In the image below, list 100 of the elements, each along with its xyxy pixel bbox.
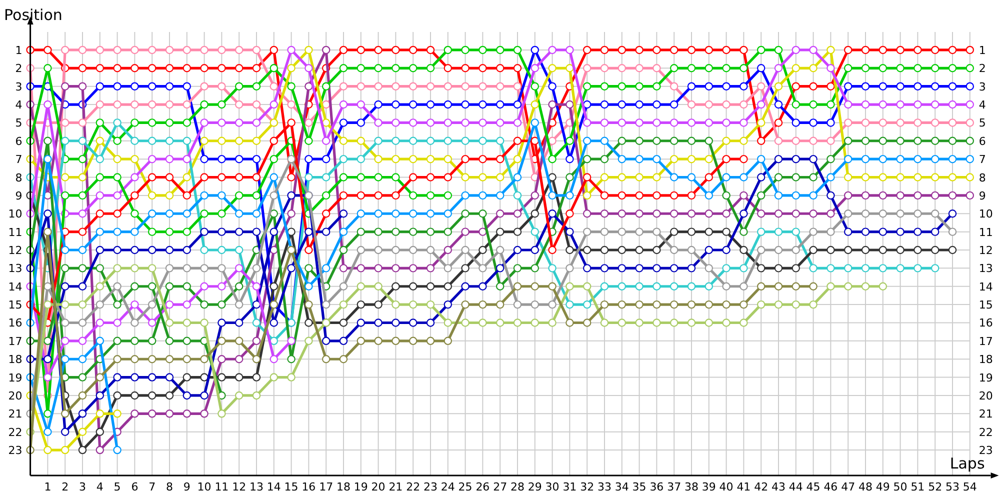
y2-tick-label: 17	[978, 334, 993, 348]
x-tick-label: 5	[114, 480, 121, 494]
x-tick-label: 1	[44, 480, 52, 494]
x-tick-label: 31	[562, 480, 577, 494]
y2-tick-label: 1	[978, 44, 986, 57]
y-tick-label: 13	[8, 262, 22, 276]
y2-tick-label: 14	[978, 280, 993, 294]
x-tick-label: 32	[580, 480, 594, 494]
x-tick-label: 12	[232, 480, 246, 494]
x-tick-label: 2	[62, 480, 69, 494]
y-tick-label: 16	[8, 316, 22, 330]
x-tick-label: 44	[788, 480, 803, 494]
y2-tick-label: 18	[978, 353, 993, 366]
y-tick-label: 1	[15, 44, 22, 57]
y2-tick-label: 7	[978, 153, 986, 166]
y-tick-label: 20	[8, 389, 22, 402]
x-tick-label: 4	[96, 480, 104, 494]
y-tick-label: 19	[8, 371, 22, 384]
x-tick-label: 6	[131, 480, 138, 494]
y2-tick-label: 10	[978, 208, 993, 221]
y2-tick-label: 20	[978, 389, 993, 402]
x-tick-label: 26	[476, 480, 490, 494]
x-tick-label: 10	[197, 480, 212, 494]
x-tick-label: 49	[876, 480, 890, 494]
x-tick-label: 41	[736, 480, 751, 494]
y2-tick-label: 15	[978, 298, 993, 312]
y2-tick-label: 6	[978, 134, 986, 148]
y2-tick-label: 3	[978, 80, 986, 94]
y-tick-label: 9	[15, 189, 22, 202]
x-tick-label: 50	[893, 480, 908, 494]
x-tick-label: 52	[928, 480, 942, 494]
x-tick-label: 28	[510, 480, 524, 494]
y2-tick-label: 11	[978, 226, 993, 239]
x-tick-label: 29	[528, 480, 542, 494]
y2-tick-label: 19	[978, 371, 993, 384]
x-tick-label: 39	[702, 480, 716, 494]
y2-tick-label: 8	[978, 171, 986, 184]
y-tick-label: 17	[8, 334, 22, 348]
x-tick-label: 37	[667, 480, 682, 494]
y-tick-label: 2	[15, 62, 22, 76]
x-tick-label: 45	[806, 480, 820, 494]
x-tick-label: 21	[388, 480, 403, 494]
x-tick-label: 23	[424, 480, 438, 494]
x-tick-label: 33	[598, 480, 612, 494]
y-tick-label: 5	[15, 116, 22, 130]
y2-tick-label: 21	[978, 408, 993, 421]
x-tick-label: 46	[824, 480, 838, 494]
y-tick-label: 12	[8, 244, 22, 257]
x-tick-label: 24	[440, 480, 455, 494]
x-tick-label: 20	[371, 480, 386, 494]
y2-tick-label: 12	[978, 244, 993, 257]
y-tick-label: 8	[15, 171, 22, 184]
y2-tick-label: 2	[978, 62, 986, 76]
x-tick-label: 48	[858, 480, 872, 494]
y-tick-label: 10	[8, 208, 22, 221]
y2-tick-label: 16	[978, 316, 993, 330]
y2-tick-label: 23	[978, 444, 993, 458]
x-tick-label: 27	[493, 480, 508, 494]
x-tick-label: 25	[458, 480, 472, 494]
y-axis-title: Position	[4, 6, 62, 24]
x-axis-title: Laps	[950, 454, 985, 472]
y-tick-label: 15	[8, 298, 22, 312]
y-tick-label: 14	[8, 280, 22, 294]
x-tick-label: 8	[166, 480, 173, 494]
x-tick-label: 11	[214, 480, 229, 494]
x-tick-label: 18	[336, 480, 350, 494]
x-tick-label: 14	[266, 480, 281, 494]
x-tick-label: 36	[650, 480, 664, 494]
y-tick-label: 7	[15, 153, 22, 166]
x-tick-label: 53	[946, 480, 960, 494]
y-tick-label: 11	[8, 226, 22, 239]
y-tick-label: 18	[8, 353, 22, 366]
x-tick-label: 17	[319, 480, 334, 494]
x-tick-label: 35	[632, 480, 646, 494]
y2-tick-label: 9	[978, 189, 986, 202]
x-tick-label: 30	[545, 480, 560, 494]
x-tick-label: 13	[250, 480, 264, 494]
x-tick-label: 16	[302, 480, 316, 494]
x-tick-label: 3	[79, 480, 86, 494]
y-tick-label: 6	[15, 134, 22, 148]
y2-tick-label: 13	[978, 262, 993, 276]
x-tick-label: 54	[962, 480, 977, 494]
y-tick-label: 22	[8, 426, 22, 439]
x-tick-label: 19	[354, 480, 368, 494]
x-tick-label: 22	[406, 480, 420, 494]
y2-tick-label: 4	[978, 98, 986, 112]
y-tick-label: 4	[15, 98, 22, 112]
x-tick-label: 47	[841, 480, 856, 494]
x-tick-label: 40	[719, 480, 734, 494]
x-tick-label: 42	[754, 480, 768, 494]
y2-tick-label: 5	[978, 116, 986, 130]
x-tick-label: 43	[772, 480, 786, 494]
x-tick-label: 9	[183, 480, 190, 494]
y-tick-label: 3	[15, 80, 22, 94]
y-tick-label: 23	[8, 444, 22, 458]
x-tick-label: 15	[284, 480, 298, 494]
x-tick-label: 34	[614, 480, 629, 494]
x-tick-label: 38	[684, 480, 698, 494]
y-tick-label: 21	[8, 408, 22, 421]
y2-tick-label: 22	[978, 426, 993, 439]
